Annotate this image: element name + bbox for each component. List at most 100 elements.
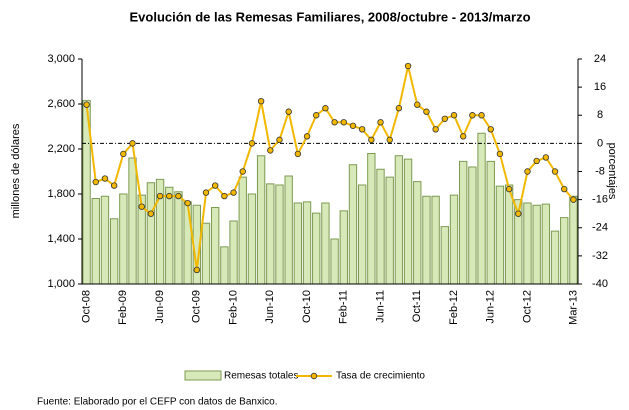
line-marker (313, 112, 320, 119)
x-tick-label: Feb-12 (448, 290, 460, 325)
bar (211, 207, 220, 285)
bar (550, 230, 560, 285)
bar (293, 202, 303, 285)
y2-tick-label: -16 (592, 194, 608, 206)
legend-swatch (310, 372, 318, 380)
bar (385, 176, 394, 285)
line-marker (395, 105, 403, 112)
line-marker (92, 178, 99, 186)
x-tick-label: Jun-10 (264, 290, 276, 324)
legend-label: Remesas totales (224, 371, 298, 382)
line-marker (156, 192, 164, 200)
line-marker (533, 157, 540, 165)
bar (256, 155, 266, 285)
bar (174, 191, 183, 285)
line-marker (570, 196, 577, 203)
line-marker (358, 126, 366, 133)
line-marker (294, 150, 302, 158)
line-marker (432, 126, 439, 133)
x-tick-label: Oct-08 (80, 290, 92, 323)
line-marker (459, 133, 467, 140)
line-marker (248, 140, 256, 147)
line-marker (120, 150, 127, 158)
x-tick-label: Jun-09 (154, 290, 166, 324)
line-marker (147, 210, 155, 217)
bar (238, 176, 247, 285)
bar (247, 193, 257, 285)
bar (523, 202, 532, 285)
line-marker (110, 182, 118, 189)
legend-label: Tasa de crecimiento (336, 371, 425, 382)
line-marker (184, 199, 191, 207)
line-marker (487, 126, 494, 133)
bar (275, 184, 284, 285)
bar (357, 184, 367, 285)
bar (321, 202, 330, 285)
bar (495, 185, 505, 285)
line-marker (202, 189, 210, 196)
line-marker (542, 154, 550, 161)
x-tick-label: Mar-13 (567, 290, 579, 325)
line-marker (211, 182, 219, 189)
bar (413, 181, 422, 285)
legend-swatch (184, 370, 222, 381)
line-marker (524, 168, 531, 175)
y-axis-label: millones de dólares (10, 123, 22, 218)
bar (422, 195, 431, 285)
bar (220, 246, 229, 285)
y2-axis-label: porcentajes (606, 143, 618, 200)
y-tick-label: 2,600 (47, 98, 75, 110)
x-tick-label: Feb-09 (117, 290, 129, 325)
line-marker (322, 105, 329, 112)
bar (504, 184, 514, 285)
x-tick-label: Oct-10 (301, 290, 313, 323)
line-marker (478, 112, 485, 119)
y2-tick-label: -8 (595, 165, 605, 177)
bar (560, 217, 569, 285)
y-tick-label: 3,000 (47, 53, 75, 65)
bar (541, 203, 551, 285)
bar (128, 157, 137, 285)
bar (109, 218, 119, 285)
line-marker (331, 119, 338, 126)
line-marker (285, 108, 292, 115)
bar (330, 238, 339, 285)
line-marker (441, 115, 449, 122)
line-marker (414, 101, 421, 108)
bar (119, 193, 128, 285)
x-tick-label: Jun-11 (374, 290, 386, 323)
line-marker (101, 175, 109, 182)
line-marker (496, 150, 504, 158)
bar (459, 160, 468, 285)
y2-tick-label: 16 (594, 81, 606, 93)
bar (394, 155, 404, 285)
bar (165, 186, 174, 285)
y-tick-label: 1,800 (47, 188, 75, 200)
line-marker (505, 185, 513, 193)
source-note: Fuente: Elaborado por el CEFP con datos … (37, 397, 278, 408)
y-tick-label: 1,400 (47, 233, 75, 245)
x-tick-label: Oct-09 (191, 290, 203, 323)
x-tick-label: Feb-11 (338, 290, 350, 324)
line-marker (450, 112, 458, 119)
bar (183, 201, 192, 285)
line-marker (129, 140, 136, 147)
bar (266, 183, 275, 285)
line-marker (404, 62, 412, 70)
line-marker (515, 210, 522, 217)
line-marker (551, 168, 559, 175)
bar (440, 226, 449, 285)
bar (403, 158, 413, 285)
bar (302, 201, 312, 285)
line-marker (469, 112, 476, 119)
y-tick-label: 1,000 (47, 278, 75, 290)
line-marker (230, 189, 237, 196)
line-marker (239, 168, 246, 175)
line-marker (257, 97, 265, 105)
line-marker (138, 203, 145, 210)
y2-tick-label: 8 (597, 109, 603, 121)
line-marker (83, 101, 90, 108)
line-marker (340, 119, 347, 126)
line-marker (303, 133, 311, 140)
